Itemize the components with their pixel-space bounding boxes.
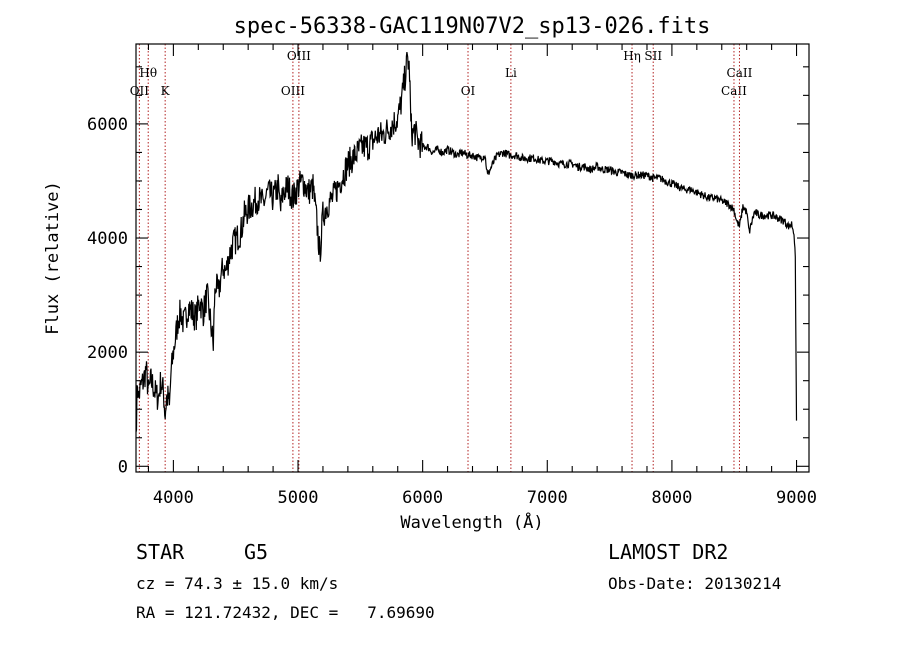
survey-name: LAMOST DR2 (608, 540, 729, 564)
marker-label-3: OIII (281, 84, 305, 98)
x-tick-label-4: 8000 (651, 488, 692, 508)
x-tick-label-1: 5000 (278, 488, 319, 508)
axis-ticks: 4000 5000 6000 7000 8000 9000 0 2000 4000 6000 (87, 44, 817, 508)
y-tick-label-0: 0 (118, 457, 128, 477)
marker-label-1: Hθ (139, 66, 157, 80)
x-tick-label-3: 7000 (527, 488, 568, 508)
y-tick-label-1: 2000 (87, 343, 128, 363)
marker-label-6: Li (505, 66, 517, 80)
x-tick-label-2: 6000 (402, 488, 443, 508)
y-tick-label-3: 6000 (87, 115, 128, 135)
velocity-readout: cz = 74.3 ± 15.0 km/s (136, 574, 339, 593)
y-axis-label: Flux (relative) (43, 181, 63, 335)
x-tick-label-5: 9000 (776, 488, 817, 508)
y-tick-label-2: 4000 (87, 229, 128, 249)
chart-title: spec-56338-GAC119N07V2_sp13-026.fits (234, 14, 711, 39)
marker-label-5: OI (461, 84, 476, 98)
obs-date: Obs-Date: 20130214 (608, 574, 782, 593)
coordinates-readout: RA = 121.72432, DEC = 7.69690 (136, 603, 435, 622)
object-class: STAR (136, 540, 185, 564)
marker-label-7: Hη (623, 49, 641, 63)
marker-label-10: CaII (727, 66, 753, 80)
marker-label-4: OIII (287, 49, 311, 63)
marker-label-9: CaII (721, 84, 747, 98)
x-axis-label: Wavelength (Å) (400, 511, 543, 533)
marker-label-2: K (161, 84, 171, 98)
x-tick-label-0: 4000 (153, 488, 194, 508)
marker-label-8: SII (644, 49, 662, 63)
line-markers: OII Hθ K OIII OIII OI Li Hη SII CaII CaII (130, 44, 753, 472)
object-subclass: G5 (244, 540, 269, 564)
marker-label-0: OII (130, 84, 150, 98)
plot-frame (135, 43, 810, 473)
series-flux-line (135, 52, 798, 433)
